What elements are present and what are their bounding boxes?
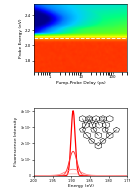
Y-axis label: Probe Energy (eV): Probe Energy (eV) (19, 18, 23, 58)
X-axis label: Pump-Probe Delay (ps): Pump-Probe Delay (ps) (56, 81, 105, 85)
Y-axis label: Fluorescence Intensity: Fluorescence Intensity (14, 117, 18, 166)
X-axis label: Energy (eV): Energy (eV) (68, 184, 94, 188)
